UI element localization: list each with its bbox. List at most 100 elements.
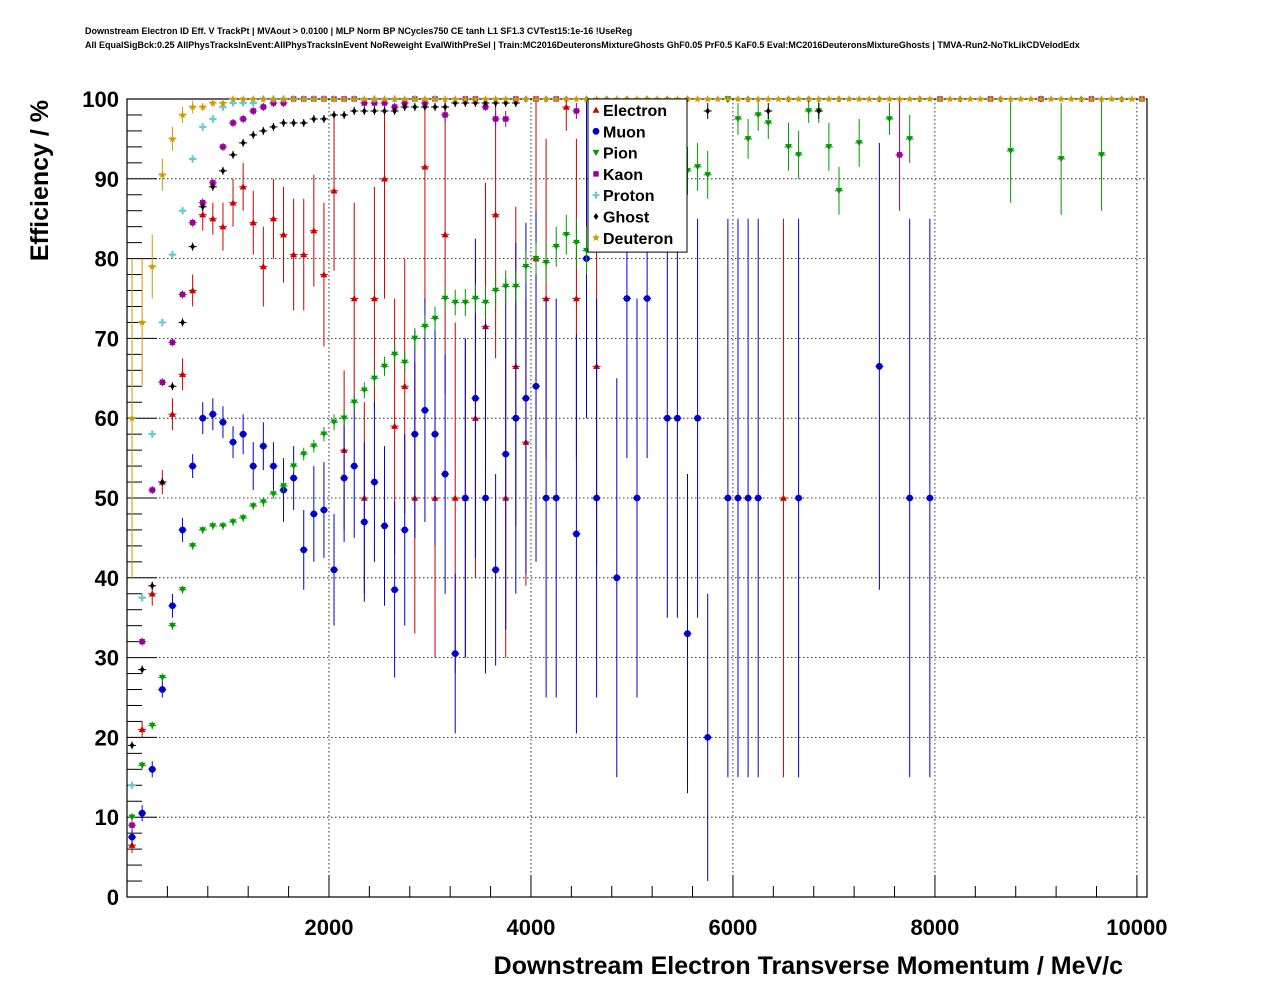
data-point: [219, 418, 227, 426]
data-point: [280, 231, 287, 238]
data-point: [310, 510, 318, 518]
data-point: [260, 104, 267, 110]
data-point: [471, 94, 480, 103]
data-point: [492, 211, 500, 218]
data-point: [411, 430, 419, 438]
data-point: [179, 587, 186, 594]
data-point: [704, 734, 712, 741]
data-point: [158, 319, 166, 326]
data-point: [552, 243, 560, 251]
data-point: [239, 515, 247, 522]
y-tick-label: 80: [95, 247, 119, 272]
legend-label-muon: Muon: [603, 124, 646, 141]
data-point: [421, 163, 429, 170]
data-point: [442, 103, 448, 111]
data-point: [310, 443, 318, 450]
data-point: [301, 119, 307, 127]
data-point: [816, 107, 822, 115]
data-point: [896, 152, 903, 158]
data-point: [320, 506, 328, 514]
data-point: [744, 136, 752, 143]
data-point: [926, 494, 934, 502]
x-axis-title: Downstream Electron Transverse Momentum …: [494, 952, 1123, 980]
data-point: [240, 116, 246, 122]
data-point: [138, 809, 146, 817]
data-point: [976, 94, 985, 103]
data-point: [472, 394, 479, 402]
data-point: [370, 94, 379, 103]
data-point: [190, 243, 196, 251]
data-point: [491, 94, 500, 103]
data-point: [1098, 152, 1105, 159]
data-point: [724, 494, 732, 502]
data-point: [360, 518, 368, 526]
data-point: [502, 283, 510, 290]
data-point: [794, 94, 803, 103]
data-point: [271, 123, 276, 131]
data-point: [501, 94, 510, 103]
data-point: [522, 263, 530, 270]
data-point: [330, 187, 338, 194]
data-point: [925, 94, 934, 103]
data-point: [855, 140, 863, 147]
data-point: [280, 483, 287, 490]
legend-label-proton: Proton: [603, 188, 655, 205]
data-point: [390, 94, 399, 103]
data-point: [300, 451, 308, 458]
data-point: [380, 94, 389, 103]
data-point: [229, 438, 237, 446]
data-point: [229, 519, 237, 526]
data-point: [189, 287, 197, 294]
data-point: [774, 94, 783, 103]
data-point: [421, 406, 429, 414]
data-point: [199, 414, 207, 422]
data-point: [168, 134, 177, 143]
data-point: [613, 574, 621, 582]
data-point: [451, 650, 459, 658]
data-point: [532, 94, 540, 103]
y-tick-label: 20: [95, 725, 119, 750]
data-point: [673, 414, 681, 422]
data-point: [239, 183, 247, 190]
data-point: [481, 94, 490, 103]
data-point: [350, 295, 358, 302]
data-point: [513, 99, 519, 107]
data-point: [572, 94, 581, 103]
data-point: [492, 566, 500, 574]
data-point: [633, 494, 641, 502]
data-point: [562, 231, 570, 239]
data-point: [371, 375, 378, 382]
legend-marker-deuteron: [592, 233, 600, 242]
data-point: [270, 100, 277, 106]
data-point: [825, 144, 833, 151]
x-tick-label: 4000: [506, 915, 555, 940]
data-point: [138, 726, 146, 733]
data-point: [785, 144, 792, 151]
grid-lines: [127, 99, 1147, 897]
data-point: [492, 287, 500, 294]
data-point: [169, 622, 176, 630]
data-point: [209, 115, 217, 123]
data-point: [200, 203, 206, 211]
data-point: [290, 251, 298, 258]
data-point: [299, 94, 308, 103]
data-point: [542, 494, 550, 502]
data-point: [532, 382, 540, 390]
data-point: [400, 94, 409, 103]
data-point: [159, 379, 166, 386]
data-series: [128, 94, 1146, 882]
data-point: [865, 94, 874, 103]
data-point: [290, 463, 298, 470]
data-point: [270, 491, 277, 498]
data-point: [1057, 94, 1066, 103]
y-tick-label: 40: [95, 566, 119, 591]
data-point: [330, 566, 338, 574]
data-point: [260, 127, 266, 135]
series-deuteron: [128, 94, 1146, 578]
data-point: [754, 94, 763, 103]
data-point: [138, 318, 147, 326]
data-point: [410, 94, 419, 103]
data-point: [139, 638, 145, 645]
data-point: [139, 666, 145, 673]
data-point: [372, 107, 377, 115]
